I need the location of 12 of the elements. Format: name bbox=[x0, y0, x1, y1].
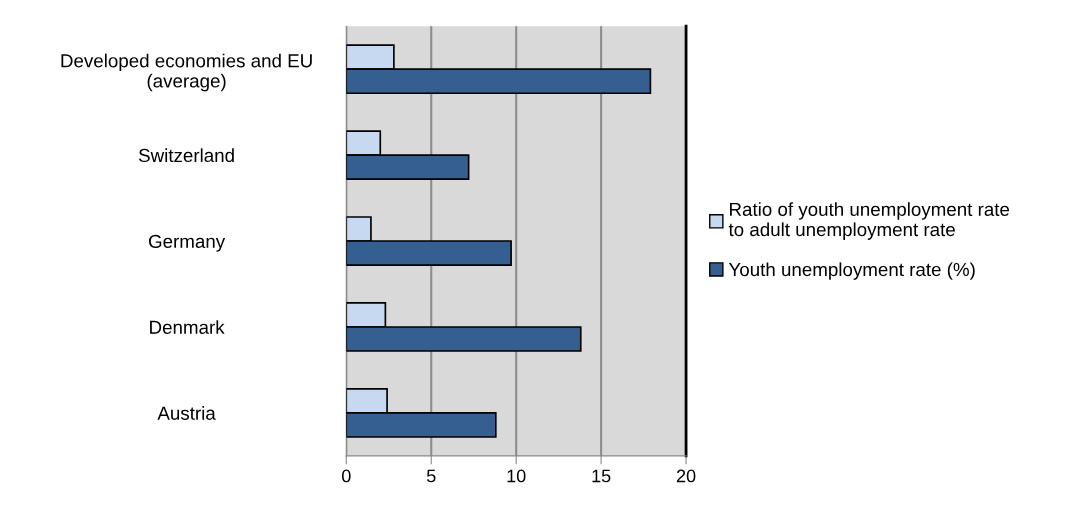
x-tick-label: 15 bbox=[592, 469, 611, 483]
y-tick-label: Developed economies and EU (average) bbox=[61, 53, 312, 92]
x-tick-label: 10 bbox=[507, 469, 526, 483]
x-tick-label: 0 bbox=[341, 469, 351, 483]
y-tick-label: Denmark bbox=[150, 320, 225, 334]
x-tick-label: 5 bbox=[426, 469, 436, 483]
legend-label: Ratio of youth unemployment rate to adult unemployment rate bbox=[728, 202, 1010, 240]
legend-label: Youth unemployment rate (%) bbox=[728, 262, 975, 280]
x-tick-label: 20 bbox=[676, 469, 696, 483]
y-tick-label: Germany bbox=[148, 234, 226, 252]
y-tick-label: Switzerland bbox=[138, 148, 234, 163]
y-tick-label: Austria bbox=[157, 406, 216, 420]
